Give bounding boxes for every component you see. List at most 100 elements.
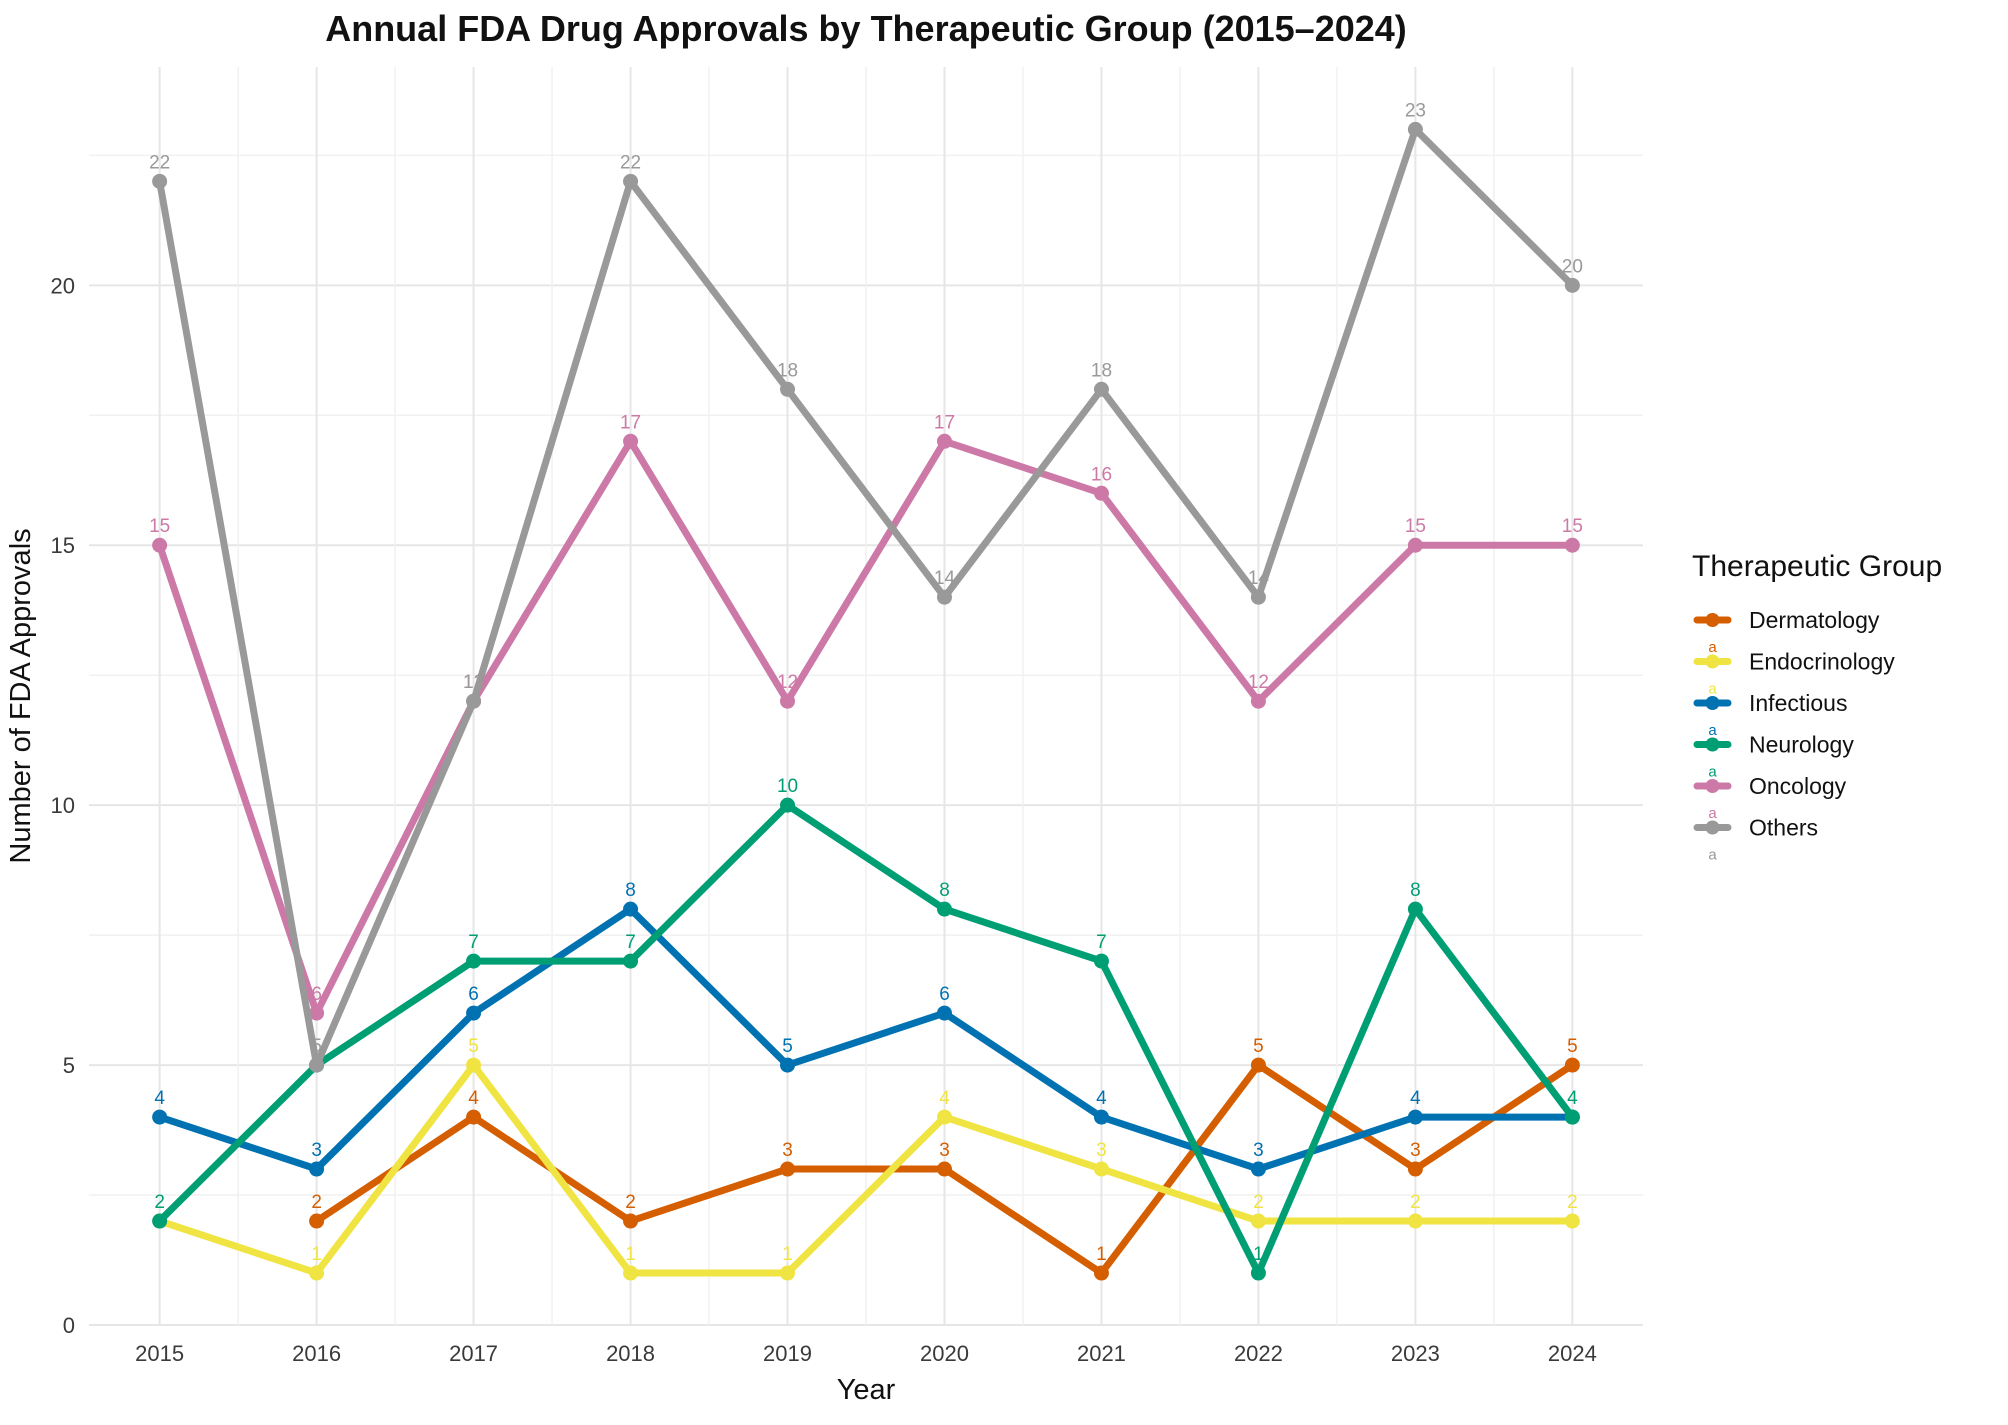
- data-point-oncology: [936, 433, 952, 449]
- data-point-oncology: [1093, 485, 1109, 501]
- series-line-neurology: [156, 801, 1576, 1277]
- data-point-others: [1093, 381, 1109, 397]
- data-label-oncology: 12: [1248, 672, 1269, 693]
- data-point-neurology: [780, 797, 796, 813]
- legend-swatch-point: [1705, 820, 1720, 835]
- x-tick-label: 2023: [1391, 1341, 1440, 1366]
- data-label-neurology: 10: [777, 776, 798, 797]
- data-label-endocrinology: 5: [468, 1036, 479, 1057]
- series-others: [152, 121, 1580, 1073]
- data-point-others: [1250, 589, 1266, 605]
- data-label-neurology: 7: [468, 932, 479, 953]
- legend-label: Endocrinology: [1749, 649, 1895, 675]
- legend-swatch-text: a: [1708, 681, 1717, 698]
- data-label-endocrinology: 1: [625, 1244, 636, 1265]
- data-point-neurology: [1407, 901, 1423, 917]
- data-point-infectious: [936, 1005, 952, 1021]
- data-label-oncology: 15: [149, 516, 170, 537]
- data-label-infectious: 4: [1410, 1088, 1421, 1109]
- data-label-endocrinology: 2: [1253, 1192, 1264, 1213]
- data-point-others: [152, 173, 168, 189]
- data-label-others: 14: [1248, 568, 1270, 589]
- data-label-oncology: 12: [463, 672, 484, 693]
- data-label-oncology: 15: [1405, 516, 1426, 537]
- data-label-endocrinology: 1: [311, 1244, 322, 1265]
- data-point-neurology: [623, 953, 639, 969]
- legend-item-infectious: a Infectious: [1693, 690, 1847, 739]
- legend-item-oncology: a Oncology: [1693, 773, 1847, 822]
- legend-label: Others: [1749, 815, 1818, 841]
- y-tick-label: 20: [51, 273, 75, 298]
- data-label-dermatology: 2: [311, 1192, 322, 1213]
- data-label-others: 18: [777, 360, 798, 381]
- data-label-neurology: 7: [625, 932, 636, 953]
- data-point-others: [1564, 277, 1580, 293]
- data-label-oncology: 6: [311, 984, 322, 1005]
- data-label-others: 12: [463, 672, 484, 693]
- y-axis-title: Number of FDA Approvals: [5, 528, 37, 863]
- legend-label: Oncology: [1749, 773, 1847, 799]
- legend-label: Neurology: [1749, 732, 1854, 758]
- legend-swatch-text: a: [1708, 722, 1717, 739]
- data-point-infectious: [780, 1057, 796, 1073]
- data-point-dermatology: [466, 1109, 482, 1125]
- data-point-others: [780, 381, 796, 397]
- data-point-others: [936, 589, 952, 605]
- data-point-others: [466, 693, 482, 709]
- data-label-others: 18: [1091, 360, 1112, 381]
- data-label-dermatology: 3: [782, 1140, 793, 1161]
- data-point-endocrinology: [1564, 1213, 1580, 1229]
- data-label-others: 23: [1405, 100, 1426, 121]
- data-point-infectious: [1250, 1161, 1266, 1177]
- series-line-endocrinology: [156, 1061, 1576, 1277]
- data-point-oncology: [780, 693, 796, 709]
- series-neurology: [152, 797, 1580, 1281]
- data-point-neurology: [936, 901, 952, 917]
- data-label-oncology: 15: [1562, 516, 1583, 537]
- data-label-neurology: 4: [1567, 1088, 1578, 1109]
- data-point-oncology: [1250, 693, 1266, 709]
- data-label-infectious: 4: [1096, 1088, 1107, 1109]
- data-point-oncology: [1564, 537, 1580, 553]
- data-label-infectious: 6: [468, 984, 479, 1005]
- x-tick-label: 2024: [1548, 1341, 1597, 1366]
- data-point-oncology: [152, 537, 168, 553]
- data-label-endocrinology: 4: [939, 1088, 950, 1109]
- legend-label: Infectious: [1749, 690, 1847, 716]
- data-label-dermatology: 4: [468, 1088, 479, 1109]
- data-point-neurology: [1250, 1265, 1266, 1281]
- data-label-endocrinology: 2: [1567, 1192, 1578, 1213]
- y-tick-label: 5: [63, 1053, 75, 1078]
- data-point-infectious: [309, 1161, 325, 1177]
- legend-swatch-text: a: [1708, 764, 1717, 781]
- x-tick-label: 2016: [292, 1341, 341, 1366]
- data-label-endocrinology: 3: [1096, 1140, 1107, 1161]
- legend-items: a Dermatology a Endocrinology a Infectious a Ne…: [1693, 607, 1895, 864]
- data-label-endocrinology: 1: [782, 1244, 793, 1265]
- data-point-neurology: [466, 953, 482, 969]
- data-point-others: [309, 1057, 325, 1073]
- data-label-others: 22: [149, 152, 170, 173]
- legend-item-endocrinology: a Endocrinology: [1693, 649, 1895, 698]
- legend-swatch-point: [1705, 779, 1720, 793]
- x-tick-label: 2018: [606, 1341, 655, 1366]
- data-point-endocrinology: [1250, 1213, 1266, 1229]
- legend-item-others: a Others: [1693, 815, 1818, 864]
- x-tick-label: 2017: [449, 1341, 498, 1366]
- legend-item-dermatology: a Dermatology: [1693, 607, 1880, 656]
- data-label-others: 14: [934, 568, 956, 589]
- data-label-infectious: 6: [939, 984, 950, 1005]
- legend-swatch-text: a: [1708, 805, 1717, 822]
- data-point-dermatology: [936, 1161, 952, 1177]
- data-point-dermatology: [1250, 1057, 1266, 1073]
- data-point-infectious: [1407, 1109, 1423, 1125]
- data-label-dermatology: 3: [1410, 1140, 1421, 1161]
- data-label-dermatology: 1: [1096, 1244, 1107, 1265]
- data-label-dermatology: 5: [1567, 1036, 1578, 1057]
- data-label-oncology: 16: [1091, 464, 1112, 485]
- data-label-neurology: 8: [939, 880, 950, 901]
- data-label-oncology: 17: [620, 412, 641, 433]
